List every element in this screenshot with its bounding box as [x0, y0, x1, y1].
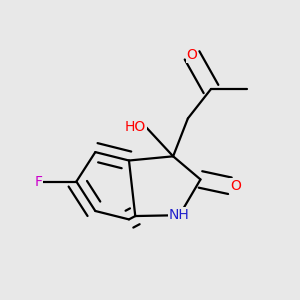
Text: HO: HO: [124, 120, 146, 134]
Text: F: F: [34, 175, 43, 188]
Text: O: O: [230, 179, 241, 193]
Text: NH: NH: [169, 208, 190, 222]
Text: O: O: [187, 48, 197, 62]
